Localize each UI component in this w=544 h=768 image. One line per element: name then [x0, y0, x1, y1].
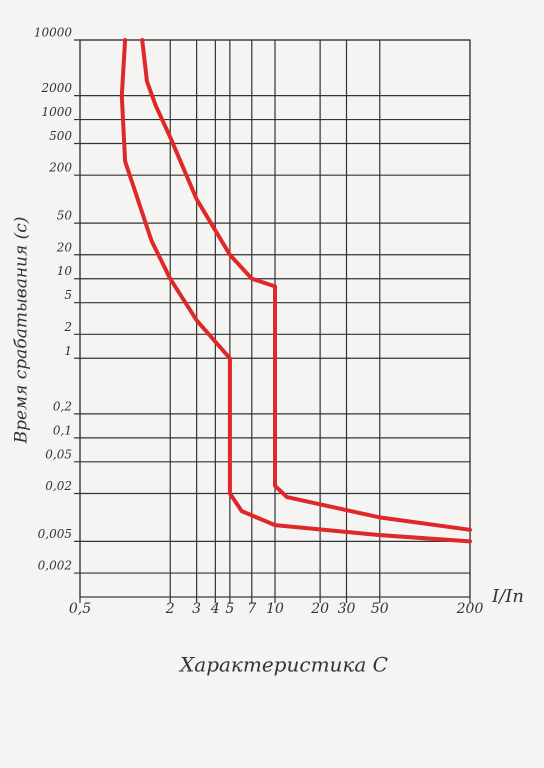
x-tick-label: 7: [247, 601, 256, 617]
x-axis-label: I/In: [491, 586, 524, 607]
x-tick-label: 3: [192, 601, 201, 617]
y-tick-label: 500: [49, 129, 72, 143]
curve: [119, 38, 472, 544]
y-tick-label: 2: [63, 320, 72, 334]
y-tick-label: 10000: [34, 26, 73, 40]
y-tick-label: 1: [64, 344, 72, 358]
y-tick-label: 50: [57, 209, 73, 223]
y-tick-label: 20: [56, 240, 73, 254]
y-tick-label: 0,2: [53, 399, 72, 413]
y-tick-label: 0,005: [38, 527, 72, 541]
y-tick-label: 0,1: [53, 423, 72, 437]
y-tick-label: 0,02: [45, 479, 72, 493]
y-tick-label: 0,002: [38, 559, 72, 573]
x-tick-label: 200: [456, 601, 484, 617]
x-tick-label: 4: [210, 601, 220, 617]
x-tick-label: 30: [338, 601, 356, 617]
x-tick-label: 2: [165, 601, 175, 617]
y-tick-label: 200: [48, 161, 72, 175]
y-tick-label: 1000: [41, 105, 72, 119]
y-tick-label: 10: [57, 264, 73, 278]
x-tick-label: 5: [225, 601, 234, 617]
x-tick-label: 50: [371, 601, 389, 617]
curve: [140, 38, 472, 532]
y-tick-label: 2000: [40, 81, 72, 95]
x-tick-label: 20: [310, 601, 329, 617]
y-axis-label: Время срабатывания (с): [12, 217, 32, 445]
chart-title: Характеристика C: [178, 653, 388, 677]
x-tick-label: 0,5: [69, 601, 91, 617]
x-tick-label: 10: [266, 601, 284, 617]
y-tick-label: 0,05: [45, 447, 72, 461]
y-tick-label: 5: [64, 288, 72, 302]
